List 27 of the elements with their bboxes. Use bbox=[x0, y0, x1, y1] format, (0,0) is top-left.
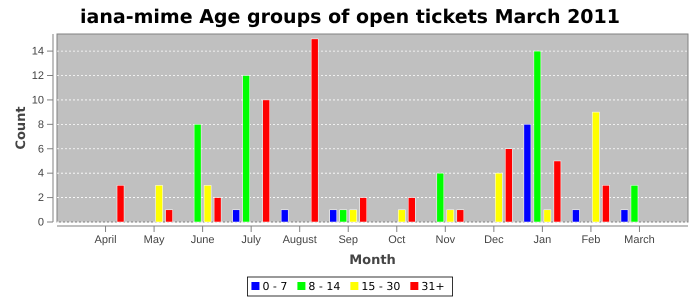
y-tick-label: 8 bbox=[38, 118, 44, 131]
y-tick-label: 12 bbox=[32, 70, 44, 82]
y-tick-label: 10 bbox=[32, 94, 44, 106]
x-tick-label: July bbox=[241, 234, 262, 246]
y-tick-label: 6 bbox=[38, 143, 44, 156]
legend-label: 8 - 14 bbox=[308, 280, 340, 293]
x-tick-label: August bbox=[282, 234, 317, 246]
x-tick-label: June bbox=[190, 234, 215, 246]
x-tick-label: April bbox=[94, 234, 117, 246]
x-tick-label: Dec bbox=[484, 234, 504, 246]
y-tick-label: 14 bbox=[32, 46, 44, 58]
y-tick-label: 0 bbox=[38, 216, 44, 229]
x-tick-label: Feb bbox=[581, 234, 600, 246]
x-tick-label: Sep bbox=[338, 234, 358, 246]
x-tick-label: May bbox=[144, 234, 165, 246]
legend-label: 31+ bbox=[421, 280, 445, 293]
chart-title: iana-mime Age groups of open tickets March 2011 bbox=[80, 6, 620, 28]
x-tick-label: Jan bbox=[534, 234, 552, 246]
x-tick-label: Oct bbox=[388, 234, 406, 246]
y-tick-label: 2 bbox=[38, 192, 44, 204]
legend-label: 15 - 30 bbox=[361, 280, 400, 293]
x-tick-label: March bbox=[624, 234, 655, 246]
x-tick-label: Nov bbox=[436, 234, 456, 246]
x-axis-title: Month bbox=[349, 253, 396, 268]
y-tick-label: 4 bbox=[38, 168, 44, 180]
y-axis-title: Count bbox=[14, 106, 29, 150]
legend-label: 0 - 7 bbox=[262, 280, 288, 293]
